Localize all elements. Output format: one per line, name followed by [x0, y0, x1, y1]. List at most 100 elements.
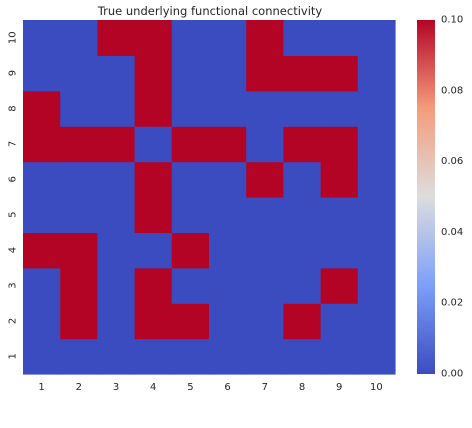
heatmap-cell — [246, 197, 284, 233]
heatmap-cell — [283, 55, 322, 92]
heatmap-cell — [320, 161, 359, 198]
x-axis-ticks: 1 2 3 4 5 6 7 8 9 10 — [38, 382, 382, 393]
heatmap-cell — [171, 338, 210, 375]
heatmap-cell — [23, 303, 61, 340]
heatmap-cell — [97, 55, 136, 92]
heatmap-cell — [134, 338, 173, 375]
heatmap-cell — [60, 126, 98, 163]
x-tick-label: 5 — [187, 382, 193, 393]
heatmap-cell — [23, 197, 61, 233]
y-tick-label: 5 — [8, 212, 19, 218]
heatmap-cell — [171, 267, 210, 304]
heatmap-cell — [209, 126, 247, 163]
colorbar-tick-label: 0.04 — [441, 227, 463, 238]
x-tick-label: 3 — [113, 382, 119, 393]
y-tick-label: 4 — [8, 247, 19, 253]
heatmap-cell — [283, 90, 322, 127]
heatmap-cell — [23, 161, 61, 198]
heatmap-cell — [357, 267, 396, 304]
heatmap-cell — [320, 303, 359, 340]
x-tick-label: 6 — [224, 382, 230, 393]
heatmap-cell — [97, 232, 136, 269]
heatmap-cell — [209, 303, 247, 340]
colorbar-gradient — [417, 20, 435, 374]
heatmap-cell — [283, 338, 322, 375]
heatmap-cell — [134, 55, 173, 92]
heatmap-cell — [320, 20, 359, 56]
heatmap-cell — [97, 126, 136, 163]
heatmap-cell — [283, 126, 322, 163]
heatmap-cell — [357, 232, 396, 269]
heatmap-cell — [283, 232, 322, 269]
heatmap-cell — [134, 126, 173, 163]
x-tick-label: 9 — [336, 382, 342, 393]
y-tick-label: 6 — [8, 176, 19, 182]
y-tick-label: 1 — [8, 353, 19, 359]
heatmap-cell — [357, 161, 396, 198]
heatmap-cell — [60, 338, 98, 375]
heatmap-cell — [134, 267, 173, 304]
heatmap-cell — [134, 232, 173, 269]
heatmap-cell — [246, 338, 284, 375]
heatmap-cell — [209, 90, 247, 127]
heatmap-cell — [246, 90, 284, 127]
heatmap-cell — [320, 267, 359, 304]
heatmap-cell — [60, 303, 98, 340]
colorbar — [417, 20, 435, 374]
heatmap-cell — [209, 20, 247, 56]
heatmap-cell — [134, 161, 173, 198]
heatmap-cell — [357, 20, 396, 56]
heatmap-cell — [134, 20, 173, 56]
heatmap-cell — [97, 20, 136, 56]
heatmap-cell — [171, 55, 210, 92]
heatmap-cell — [246, 126, 284, 163]
colorbar-tick-label: 0.06 — [441, 156, 463, 167]
heatmap-cell — [283, 20, 322, 56]
heatmap-cell — [283, 161, 322, 198]
heatmap-cell — [320, 197, 359, 233]
y-tick-label: 8 — [8, 105, 19, 111]
heatmap-cell — [171, 126, 210, 163]
x-tick-label: 8 — [299, 382, 305, 393]
colorbar-tick-label: 0.00 — [441, 369, 463, 380]
heatmap-cell — [357, 303, 396, 340]
heatmap-cell — [320, 55, 359, 92]
chart-title: True underlying functional connectivity — [97, 4, 323, 18]
heatmap-cell — [283, 267, 322, 304]
x-tick-label: 2 — [76, 382, 82, 393]
heatmap-cell — [171, 20, 210, 56]
heatmap-cell — [97, 267, 136, 304]
heatmap-cell — [320, 232, 359, 269]
heatmap-cell — [23, 232, 61, 269]
heatmap-cell — [97, 161, 136, 198]
heatmap-cell — [171, 197, 210, 233]
heatmap-cell — [171, 303, 210, 340]
heatmap-cell — [60, 90, 98, 127]
heatmap-cell — [246, 303, 284, 340]
heatmap-cell — [97, 197, 136, 233]
heatmap-cell — [134, 197, 173, 233]
heatmap-cell — [320, 90, 359, 127]
y-tick-label: 9 — [8, 70, 19, 76]
heatmap-cell — [171, 161, 210, 198]
heatmap-cell — [60, 20, 98, 56]
heatmap-cell — [171, 90, 210, 127]
heatmap-cell — [357, 126, 396, 163]
heatmap-cell — [23, 126, 61, 163]
x-tick-label: 10 — [370, 382, 383, 393]
heatmap-cell — [246, 267, 284, 304]
heatmap-cell — [23, 90, 61, 127]
heatmap-cell — [134, 90, 173, 127]
heatmap-cell — [209, 232, 247, 269]
x-tick-label: 1 — [38, 382, 44, 393]
heatmap-cell — [209, 197, 247, 233]
heatmap-cell — [246, 161, 284, 198]
y-tick-label: 10 — [8, 31, 19, 44]
heatmap-cell — [97, 303, 136, 340]
heatmap-cell — [209, 338, 247, 375]
y-tick-label: 7 — [8, 141, 19, 147]
colorbar-tick-label: 0.08 — [441, 85, 463, 96]
colorbar-tick-label: 0.10 — [441, 15, 463, 26]
x-tick-label: 4 — [150, 382, 156, 393]
